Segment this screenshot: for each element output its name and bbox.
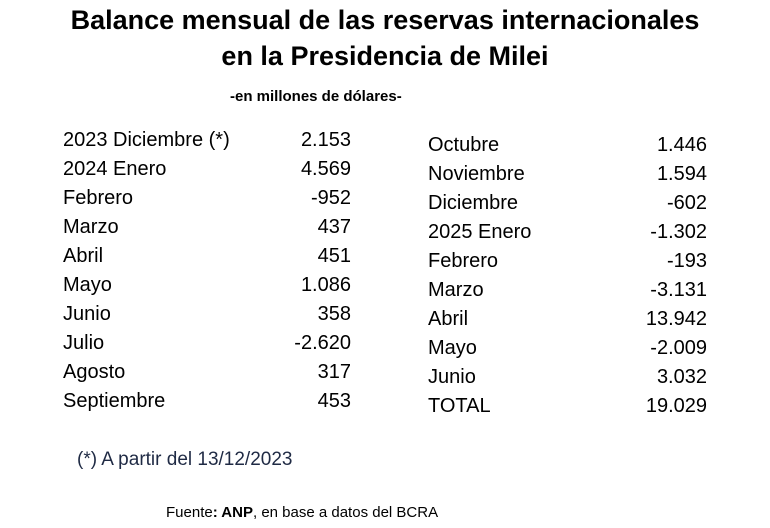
row-value: -602 [666, 192, 707, 214]
row-label: Septiembre [63, 390, 166, 412]
row-label: 2025 Enero [428, 221, 532, 243]
row-label: Julio [63, 332, 105, 354]
row-value: 2.153 [300, 129, 351, 151]
source-prefix: Fuente [166, 504, 213, 521]
source-rest: , en base a datos del BCRA [252, 504, 439, 521]
row-label: Agosto [63, 361, 126, 383]
row-label: Marzo [63, 216, 119, 238]
row-label: Febrero [63, 187, 134, 209]
row-value: 453 [317, 390, 351, 412]
source-line: Fuente: ANP, en base a datos del BCRA [166, 504, 438, 521]
table-row: Junio 358 [63, 300, 351, 329]
table-row: 2025 Enero -1.302 [428, 218, 707, 247]
source-agency: : ANP [212, 504, 253, 521]
table-row: Mayo -2.009 [428, 334, 707, 363]
row-label: Noviembre [428, 163, 525, 185]
table-right-column: Octubre 1.446 Noviembre 1.594 Diciembre -602 2… [428, 131, 707, 421]
table-row: 2023 Diciembre (*) 2.153 [63, 126, 351, 155]
footnote: (*) A partir del 13/12/2023 [77, 449, 293, 470]
table-row: Agosto 317 [63, 358, 351, 387]
row-value: 13.942 [645, 308, 707, 330]
row-value: 1.594 [656, 163, 707, 185]
table-row: TOTAL 19.029 [428, 392, 707, 421]
row-value: -2.620 [294, 332, 351, 354]
table-row: Febrero -193 [428, 247, 707, 276]
row-value: 317 [317, 361, 351, 383]
row-value: -3.131 [650, 279, 707, 301]
table-row: Marzo -3.131 [428, 276, 707, 305]
table-row: Abril 13.942 [428, 305, 707, 334]
table-row: Noviembre 1.594 [428, 160, 707, 189]
row-label: Abril [63, 245, 104, 267]
row-label: Mayo [428, 337, 477, 359]
row-value: -1.302 [650, 221, 707, 243]
row-label: 2023 Diciembre (*) [63, 129, 230, 151]
row-label: Abril [428, 308, 469, 330]
table-row: Mayo 1.086 [63, 271, 351, 300]
row-value: -952 [310, 187, 351, 209]
table-row: Octubre 1.446 [428, 131, 707, 160]
row-label: Diciembre [428, 192, 519, 214]
title-line-2: en la Presidencia de Milei [221, 41, 549, 71]
table-row: Febrero -952 [63, 184, 351, 213]
row-label: Febrero [428, 250, 499, 272]
row-label: 2024 Enero [63, 158, 167, 180]
table-row: Julio -2.620 [63, 329, 351, 358]
row-value: 1.086 [300, 274, 351, 296]
row-label: TOTAL [428, 395, 491, 417]
row-value: 1.446 [656, 134, 707, 156]
row-value: -193 [666, 250, 707, 272]
row-value: 4.569 [300, 158, 351, 180]
table-left-column: 2023 Diciembre (*) 2.153 2024 Enero 4.569 Fe… [63, 126, 351, 416]
row-label: Octubre [428, 134, 500, 156]
row-value: 451 [317, 245, 351, 267]
row-label: Junio [63, 303, 111, 325]
table-row: Junio 3.032 [428, 363, 707, 392]
row-value: -2.009 [650, 337, 707, 359]
row-value: 358 [317, 303, 351, 325]
table-row: Septiembre 453 [63, 387, 351, 416]
table-row: Abril 451 [63, 242, 351, 271]
subtitle: -en millones de dólares- [230, 88, 402, 105]
row-label: Marzo [428, 279, 484, 301]
row-value: 437 [317, 216, 351, 238]
row-label: Mayo [63, 274, 112, 296]
row-label: Junio [428, 366, 476, 388]
row-value: 3.032 [656, 366, 707, 388]
table-row: Marzo 437 [63, 213, 351, 242]
table-row: Diciembre -602 [428, 189, 707, 218]
title-line-1: Balance mensual de las reservas internac… [70, 5, 700, 35]
row-value: 19.029 [645, 395, 707, 417]
table-row: 2024 Enero 4.569 [63, 155, 351, 184]
